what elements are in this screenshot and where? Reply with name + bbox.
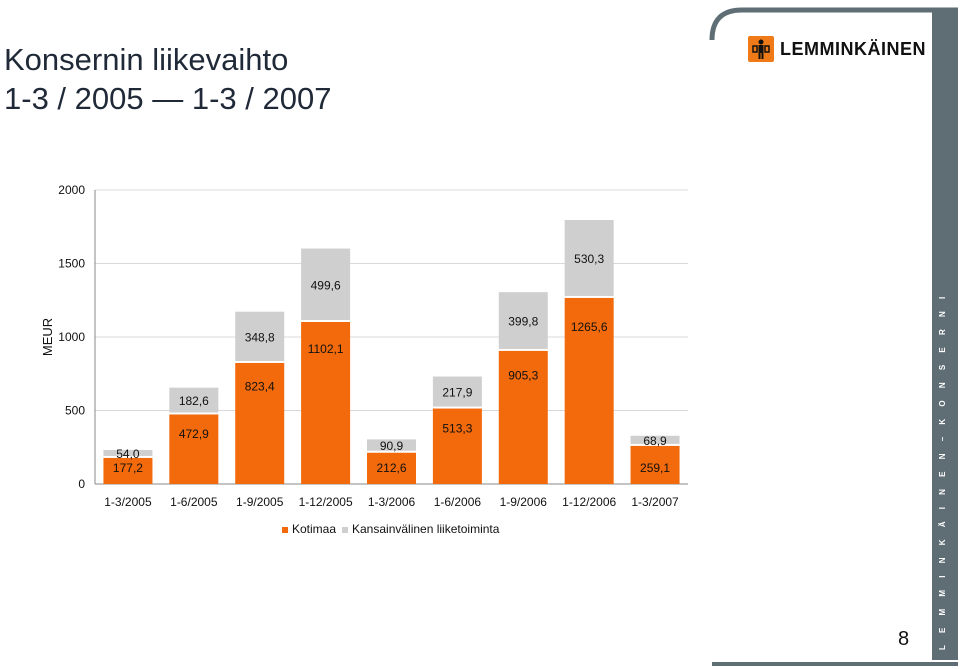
company-logo: LEMMINKÄINEN bbox=[748, 36, 926, 62]
title-line-1: Konsernin liikevaihto bbox=[4, 42, 289, 77]
brand-side-bar bbox=[932, 10, 958, 660]
bar-label-kotimaa: 905,3 bbox=[508, 369, 538, 383]
bar-label-kansainvalinen: 217,9 bbox=[442, 386, 472, 400]
frame-top-curve bbox=[709, 7, 958, 41]
bar-kotimaa bbox=[103, 457, 153, 484]
bar-kotimaa bbox=[564, 297, 614, 484]
bar-label-kotimaa: 1265,6 bbox=[571, 320, 608, 334]
x-tick-label: 1-3/2006 bbox=[368, 495, 416, 509]
bar-kansainvalinen bbox=[169, 387, 219, 413]
bar-label-kansainvalinen: 68,9 bbox=[643, 434, 667, 448]
bar-kotimaa bbox=[235, 362, 285, 484]
bar-kotimaa bbox=[432, 408, 482, 484]
bar-kotimaa bbox=[630, 445, 680, 484]
bar-kotimaa bbox=[498, 350, 548, 484]
x-tick-label: 1-9/2005 bbox=[236, 495, 284, 509]
page-title: Konsernin liikevaihto 1-3 / 2005 — 1-3 /… bbox=[4, 40, 331, 118]
bar-label-kansainvalinen: 90,9 bbox=[380, 439, 404, 453]
bar-kotimaa bbox=[367, 452, 416, 484]
bar-kansainvalinen bbox=[564, 220, 614, 296]
bar-kansainvalinen bbox=[630, 435, 680, 444]
legend-label: Kotimaa bbox=[292, 522, 336, 536]
x-tick-label: 1-12/2006 bbox=[562, 495, 616, 509]
logo-text: LEMMINKÄINEN bbox=[780, 38, 926, 59]
bar-label-kotimaa: 177,2 bbox=[113, 461, 143, 475]
bar-label-kotimaa: 513,3 bbox=[442, 422, 472, 436]
title-line-2: 1-3 / 2005 — 1-3 / 2007 bbox=[4, 81, 332, 116]
x-tick-label: 1-3/2007 bbox=[631, 495, 679, 509]
bar-label-kansainvalinen: 54,0 bbox=[116, 447, 140, 461]
x-tick-label: 1-3/2005 bbox=[104, 495, 152, 509]
x-tick-label: 1-6/2006 bbox=[434, 495, 482, 509]
x-tick-label: 1-9/2006 bbox=[500, 495, 548, 509]
bar-label-kansainvalinen: 348,8 bbox=[245, 330, 275, 344]
y-tick-label: 1000 bbox=[58, 330, 85, 344]
y-tick-label: 0 bbox=[78, 477, 85, 491]
bar-label-kotimaa: 823,4 bbox=[245, 380, 275, 394]
legend-label: Kansainvälinen liiketoiminta bbox=[352, 522, 500, 536]
bar-kansainvalinen bbox=[235, 311, 285, 361]
lemminkainen-figure-icon bbox=[748, 36, 774, 62]
bar-label-kansainvalinen: 530,3 bbox=[574, 252, 604, 266]
legend-swatch bbox=[342, 527, 348, 533]
x-tick-label: 1-6/2005 bbox=[170, 495, 218, 509]
bar-kotimaa bbox=[169, 414, 219, 484]
y-axis-label: MEUR bbox=[40, 318, 55, 356]
bar-kansainvalinen bbox=[498, 292, 548, 349]
bar-kansainvalinen bbox=[301, 248, 351, 320]
y-tick-label: 1500 bbox=[58, 257, 85, 271]
bar-kansainvalinen bbox=[367, 439, 416, 451]
bar-label-kansainvalinen: 182,6 bbox=[179, 394, 209, 408]
y-tick-label: 2000 bbox=[58, 183, 85, 197]
bar-label-kotimaa: 1102,1 bbox=[308, 342, 344, 356]
bar-kansainvalinen bbox=[432, 376, 482, 407]
bar-label-kotimaa: 212,6 bbox=[376, 461, 406, 475]
y-tick-label: 500 bbox=[65, 404, 85, 418]
bar-kotimaa bbox=[301, 321, 351, 484]
x-tick-label: 1-12/2005 bbox=[299, 495, 353, 509]
bar-label-kotimaa: 259,1 bbox=[640, 461, 670, 475]
legend-swatch bbox=[282, 527, 288, 533]
page-number: 8 bbox=[898, 628, 910, 650]
bar-kansainvalinen bbox=[103, 450, 153, 456]
bar-label-kansainvalinen: 399,8 bbox=[508, 315, 538, 329]
bar-label-kotimaa: 472,9 bbox=[179, 427, 209, 441]
bar-label-kansainvalinen: 499,6 bbox=[311, 278, 341, 292]
